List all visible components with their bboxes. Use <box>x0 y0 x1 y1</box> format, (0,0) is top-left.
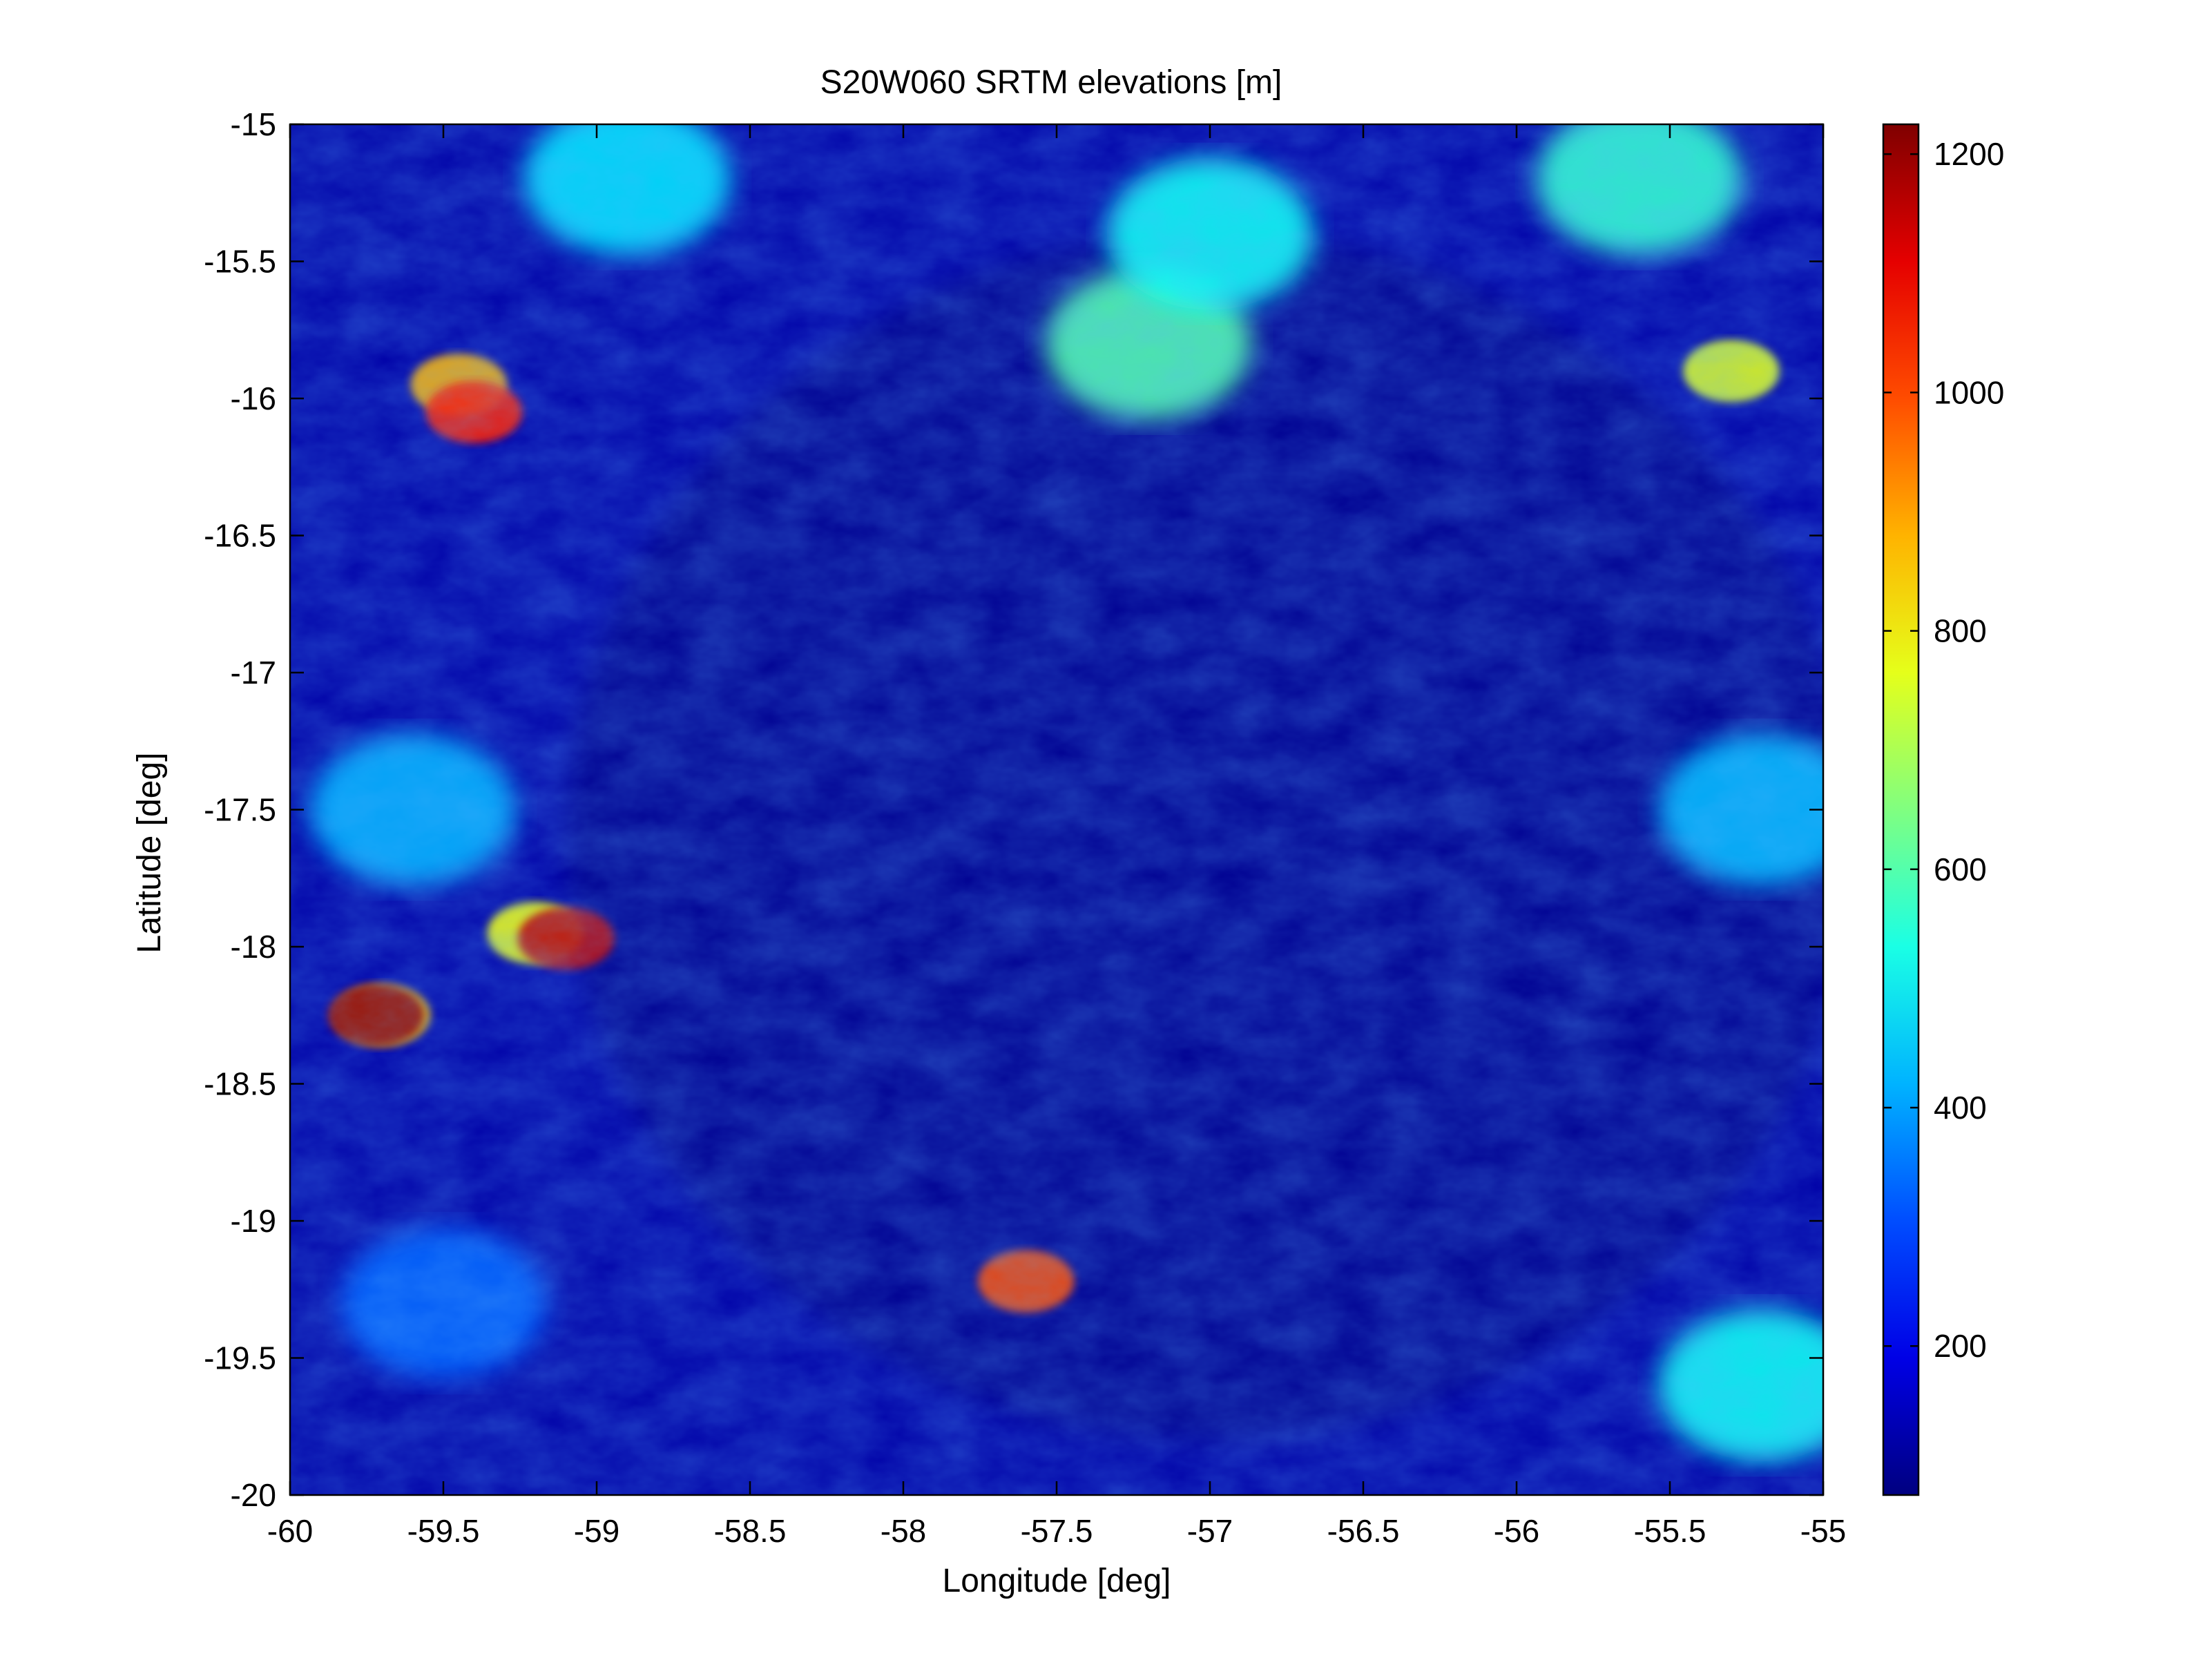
x-tick-label: -56.5 <box>1327 1513 1400 1549</box>
x-tick-label: -60 <box>267 1513 313 1549</box>
colorbar-tick-label: 400 <box>1934 1090 1987 1126</box>
x-tick-label: -56 <box>1494 1513 1539 1549</box>
colorbar-tick-label: 800 <box>1934 613 1987 649</box>
y-tick-label: -16.5 <box>204 518 276 554</box>
x-tick-label: -55 <box>1800 1513 1846 1549</box>
y-tick-label: -18 <box>231 929 276 965</box>
colorbar-tick-label: 1200 <box>1934 136 2004 172</box>
colorbar-tick-label: 600 <box>1934 851 1987 887</box>
colorbar-tick-label: 1000 <box>1934 374 2004 410</box>
chart-title: S20W060 SRTM elevations [m] <box>820 64 1282 101</box>
x-tick-label: -59.5 <box>407 1513 480 1549</box>
x-axis-label: Longitude [deg] <box>943 1563 1171 1599</box>
plot-area: -60 -59.5 -59 -58.5 -58 -57.5 -57 -56.5 -56 -55.5… <box>204 106 1846 1549</box>
y-tick-label: -18.5 <box>204 1066 276 1102</box>
y-tick-label: -20 <box>231 1477 276 1513</box>
y-tick-label: -16 <box>231 380 276 416</box>
y-axis-label: Latitude [deg] <box>131 753 168 954</box>
x-tick-label: -58 <box>881 1513 926 1549</box>
y-axis: -15 -15.5 -16 -16.5 -17 -17.5 -18 -18.5 -19 -19.5… <box>204 106 1823 1513</box>
x-tick-label: -55.5 <box>1634 1513 1706 1549</box>
colorbar: 200 400 600 800 1000 1200 <box>1882 123 2004 1496</box>
colorbar-scale <box>1883 124 1918 1495</box>
y-tick-label: -19.5 <box>204 1340 276 1376</box>
x-axis: -60 -59.5 -59 -58.5 -58 -57.5 -57 -56.5 -56 -55.5… <box>267 124 1846 1549</box>
colorbar-frame <box>1882 123 1920 1496</box>
x-tick-label: -58.5 <box>714 1513 787 1549</box>
x-tick-label: -59 <box>574 1513 619 1549</box>
colorbar-ticks: 200 400 600 800 1000 1200 <box>1883 136 2004 1364</box>
y-tick-label: -17 <box>231 655 276 691</box>
x-tick-label: -57 <box>1187 1513 1233 1549</box>
y-tick-label: -15.5 <box>204 244 276 280</box>
x-tick-label: -57.5 <box>1021 1513 1093 1549</box>
elevation-texture <box>290 124 1823 1495</box>
colorbar-tick-label: 200 <box>1934 1328 1987 1364</box>
y-tick-label: -15 <box>231 106 276 142</box>
y-tick-label: -17.5 <box>204 792 276 828</box>
y-tick-label: -19 <box>231 1203 276 1239</box>
